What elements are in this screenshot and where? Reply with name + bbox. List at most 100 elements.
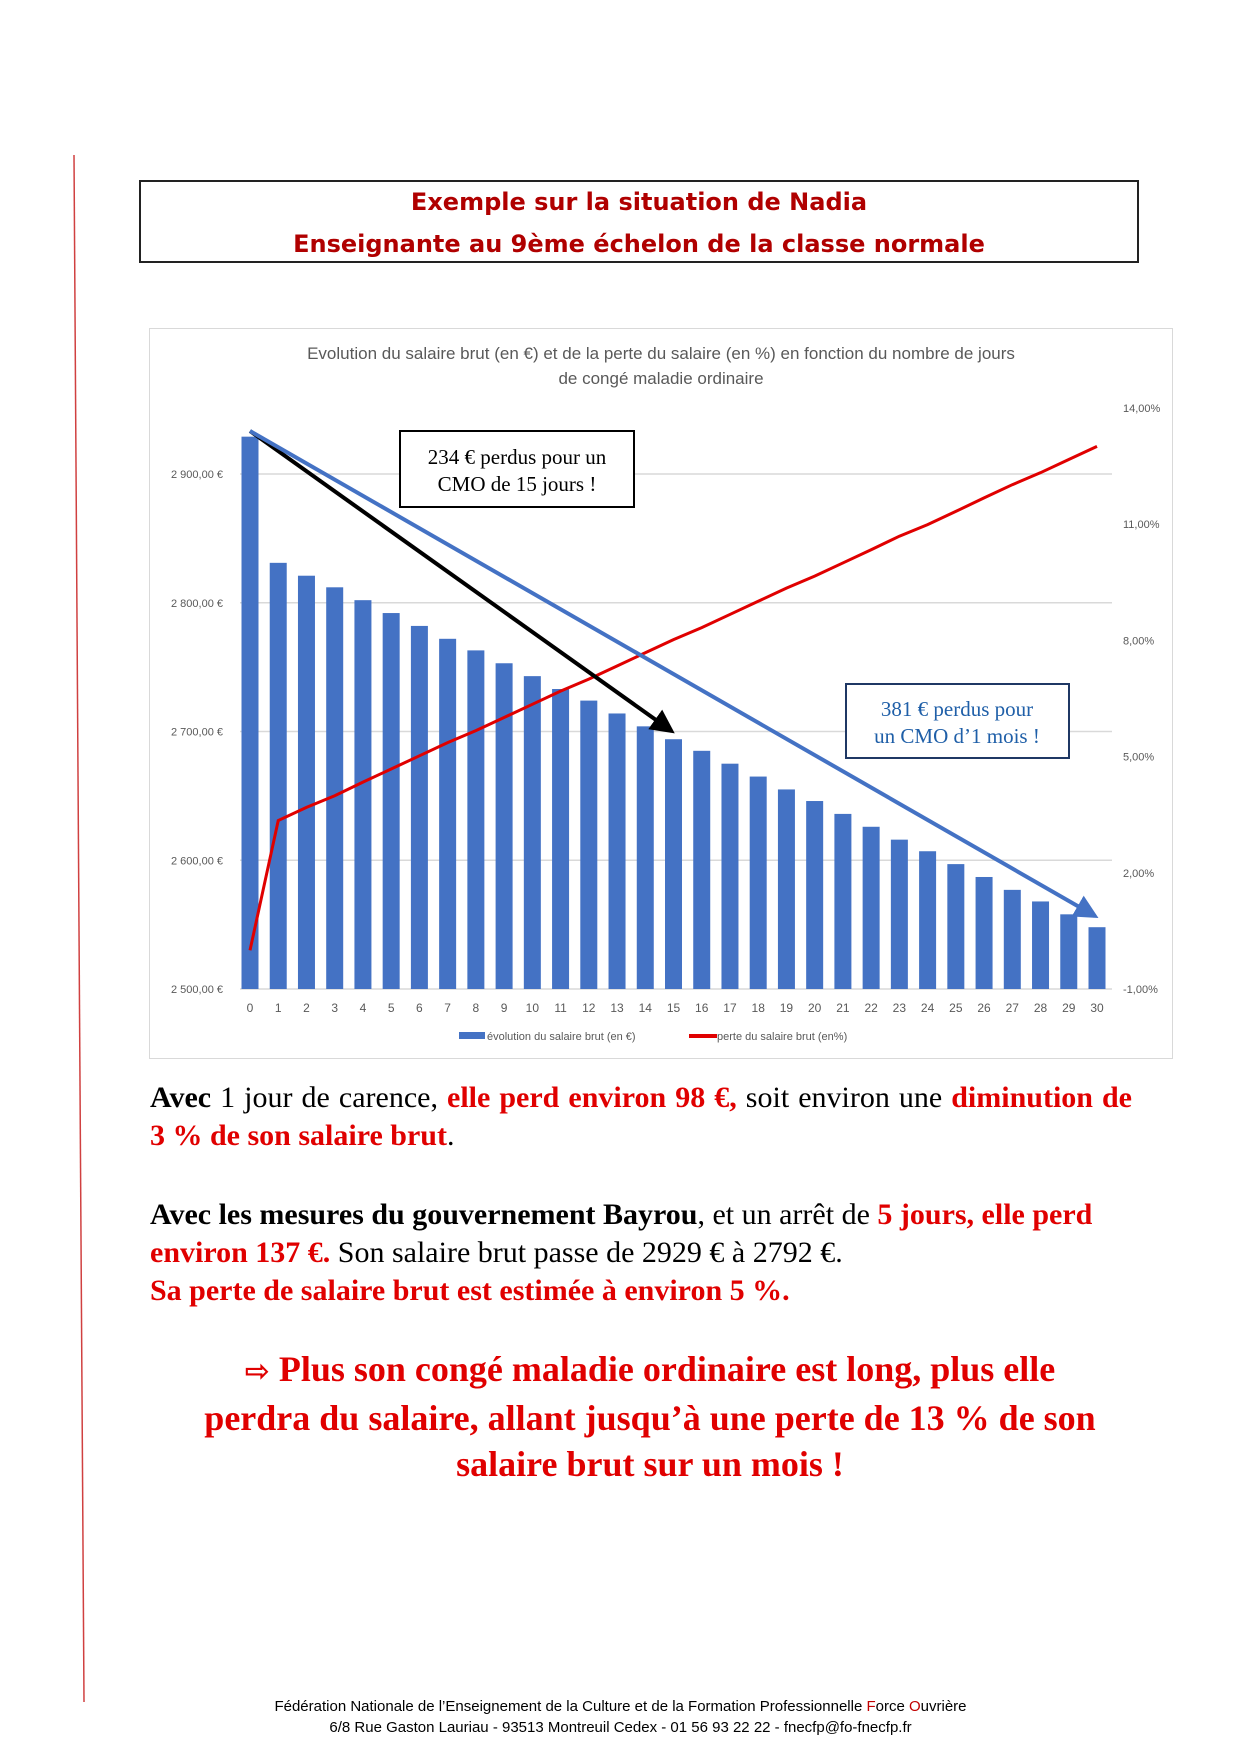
salary-bar (382, 613, 400, 989)
y-left-tick-label: 2 700,00 € (171, 727, 223, 739)
salary-bar (241, 436, 259, 990)
x-tick-label: 26 (977, 1001, 991, 1015)
x-tick-label: 2 (303, 1001, 310, 1015)
p1-e: diminution de 3 % de son salaire brut (150, 1081, 1132, 1152)
salary-bar (297, 575, 315, 989)
p3: Sa perte de salaire brut est estimée à e… (150, 1274, 790, 1307)
x-tick-label: 24 (921, 1001, 935, 1015)
y-right-tick-label: 11,00% (1123, 519, 1160, 531)
annotation-30-line-2: un CMO d’1 mois ! (874, 724, 1040, 748)
x-tick-label: 30 (1090, 1001, 1104, 1015)
salary-bar (749, 776, 767, 989)
salary-bar (1060, 914, 1078, 989)
footer-org: Fédération Nationale de l’Enseignement d… (274, 1698, 867, 1715)
paragraph-bayrou: Avec les mesures du gouvernement Bayrou,… (150, 1196, 1132, 1310)
y-right-tick-label: 14,00% (1123, 403, 1161, 415)
x-tick-label: 1 (275, 1001, 282, 1015)
salary-bar (777, 789, 795, 989)
salary-bar (834, 813, 852, 989)
salary-bar (975, 876, 993, 989)
annotation-15-line-1: 234 € perdus pour un (428, 445, 607, 469)
conclusion-text: Plus son congé maladie ordinaire est lon… (204, 1349, 1096, 1484)
x-tick-label: 4 (360, 1001, 367, 1015)
chart-title-line-1: Evolution du salaire brut (en €) et de l… (307, 344, 1015, 363)
x-tick-label: 25 (949, 1001, 963, 1015)
salary-bar (269, 562, 287, 989)
arrow-30-days (249, 429, 1099, 918)
loss-line (248, 444, 1098, 951)
arrow-15-days (248, 429, 675, 734)
legend-label-loss: perte du salaire brut (en%) (717, 1031, 847, 1043)
x-tick-label: 10 (526, 1001, 540, 1015)
salary-bar (919, 851, 937, 989)
salary-bar (1032, 901, 1050, 989)
salary-bar (721, 763, 739, 989)
legend-label-salary: évolution du salaire brut (en €) (487, 1031, 636, 1043)
salary-chart: Evolution du salaire brut (en €) et de l… (171, 344, 1161, 1043)
title-line-1: Exemple sur la situation de Nadia (410, 188, 868, 216)
x-tick-label: 7 (444, 1001, 451, 1015)
footer-f: F (866, 1698, 876, 1715)
x-tick-label: 18 (752, 1001, 766, 1015)
y-left-tick-label: 2 800,00 € (171, 598, 223, 610)
salary-bar (354, 600, 372, 989)
y-right-tick-label: 5,00% (1123, 752, 1154, 764)
x-tick-label: 12 (582, 1001, 596, 1015)
salary-bar (439, 638, 457, 989)
x-tick-label: 0 (247, 1001, 254, 1015)
chart-frame (149, 328, 1173, 1059)
title-box: Exemple sur la situation de Nadia Enseig… (139, 180, 1139, 263)
salary-bar (693, 750, 711, 989)
p1-b: 1 jour de carence, (211, 1081, 447, 1114)
footer: Fédération Nationale de l’Enseignement d… (0, 1696, 1241, 1738)
footer-orce: orce (875, 1698, 909, 1715)
x-tick-label: 8 (473, 1001, 480, 1015)
salary-bar (1088, 927, 1106, 989)
salary-bar (467, 650, 485, 989)
y-right-tick-label: 2,00% (1123, 868, 1154, 880)
salary-bar (608, 713, 626, 989)
salary-bar (552, 689, 570, 989)
p2-b: , et un arrêt de (697, 1198, 878, 1231)
annotation-30-line-1: 381 € perdus pour (881, 697, 1033, 721)
p1-c: elle perd environ 98 €, (447, 1081, 737, 1114)
salary-bar (947, 864, 965, 989)
salary-bar (636, 726, 654, 989)
x-tick-label: 13 (610, 1001, 624, 1015)
conclusion: ⇨ Plus son congé maladie ordinaire est l… (200, 1346, 1100, 1487)
p2-c: 5 jours, elle perd environ 137 €. (150, 1198, 1093, 1269)
x-tick-label: 21 (836, 1001, 850, 1015)
salary-bar (862, 826, 880, 989)
y-right-tick-label: 8,00% (1123, 635, 1154, 647)
x-tick-label: 5 (388, 1001, 395, 1015)
x-tick-label: 16 (695, 1001, 709, 1015)
annotation-box-15-days (399, 430, 635, 508)
chart-title-line-2: de congé maladie ordinaire (558, 369, 763, 388)
x-tick-label: 9 (501, 1001, 508, 1015)
legend-swatch-salary (459, 1032, 485, 1039)
footer-address: 6/8 Rue Gaston Lauriau - 93513 Montreuil… (329, 1719, 912, 1736)
p2-d: Son salaire brut passe de 2929 € à 2792 … (330, 1236, 843, 1269)
arrow-right-icon: ⇨ (244, 1354, 270, 1389)
y-left-tick-label: 2 900,00 € (171, 469, 223, 481)
salary-bar (410, 625, 428, 989)
x-tick-label: 19 (780, 1001, 794, 1015)
footer-o: O (909, 1698, 921, 1715)
salary-bar (1003, 889, 1021, 989)
x-tick-label: 11 (554, 1001, 567, 1015)
salary-bar (580, 700, 598, 989)
annotation-15-line-2: CMO de 15 jours ! (438, 472, 597, 496)
salary-bar (495, 663, 513, 989)
p1-d: soit environ une (736, 1081, 952, 1114)
p2-a: Avec les mesures du gouvernement Bayrou (150, 1198, 698, 1231)
y-left-tick-label: 2 600,00 € (171, 855, 223, 867)
x-tick-label: 20 (808, 1001, 822, 1015)
p1-f: . (446, 1119, 455, 1152)
title-line-2: Enseignante au 9ème échelon de la classe… (293, 230, 985, 258)
y-left-tick-label: 2 500,00 € (171, 984, 223, 996)
x-tick-label: 3 (331, 1001, 338, 1015)
x-tick-label: 22 (864, 1001, 878, 1015)
x-tick-label: 23 (893, 1001, 907, 1015)
salary-bar (326, 587, 344, 989)
x-tick-label: 17 (723, 1001, 737, 1015)
